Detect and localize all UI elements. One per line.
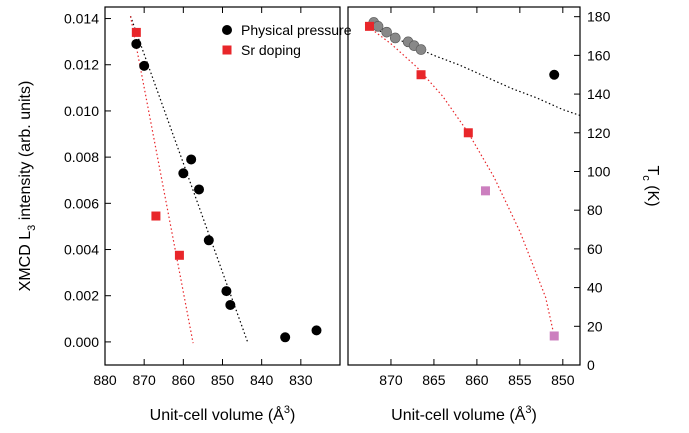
- y-tick-label: 0.000: [64, 334, 99, 350]
- data-point: [389, 32, 401, 44]
- data-point: [463, 128, 473, 138]
- y-tick-label: 60: [587, 241, 603, 257]
- x-axis-title-text: Unit-cell volume (Å: [150, 405, 285, 424]
- y-tick-label: 40: [587, 280, 603, 296]
- right-panel: 870 865 860 855 850 0 20 40 60 80 100 120 140 160 180 U…: [347, 6, 661, 424]
- y-axis-title: Tc (K): [640, 165, 661, 206]
- x-tick-label: 870: [132, 372, 156, 388]
- y-axis-title-rest: intensity (arb. units): [17, 81, 34, 225]
- data-point: [178, 168, 189, 179]
- data-point: [225, 299, 236, 310]
- left-panel: 880 870 860 850 840 830 0.000 0.002 0.004 0.006 0.…: [17, 6, 352, 424]
- x-tick-label: 865: [422, 372, 446, 388]
- data-point: [415, 44, 427, 55]
- y-tick-label: 0.004: [64, 242, 99, 258]
- legend-marker: [222, 45, 232, 55]
- x-tick-label: 830: [289, 372, 313, 388]
- x-tick-label: 860: [172, 372, 196, 388]
- y-axis-title-text: T: [644, 165, 661, 175]
- y-tick-label: 140: [587, 86, 611, 102]
- data-point: [221, 286, 232, 297]
- data-point: [151, 211, 161, 221]
- data-point: [174, 250, 184, 260]
- data-point: [549, 331, 559, 341]
- y-tick-label: 0.014: [64, 11, 99, 27]
- y-tick-label: 80: [587, 202, 603, 218]
- y-tick-label: 160: [587, 47, 611, 63]
- data-point: [549, 69, 560, 80]
- x-axis-title-close: ): [290, 407, 295, 424]
- y-tick-label: 0.006: [64, 195, 99, 211]
- data-point: [131, 38, 142, 49]
- y-tick-label: 0: [587, 357, 595, 373]
- x-axis-title-sup: 3: [525, 404, 531, 416]
- plot-frame: [347, 6, 581, 366]
- y-axis-title-sub: 3: [26, 225, 38, 231]
- legend-marker: [222, 25, 232, 35]
- y-axis-title-rest: (K): [644, 181, 661, 207]
- data-point: [416, 70, 426, 80]
- plot-frame: [104, 6, 341, 366]
- y-tick-label: 0.002: [64, 288, 99, 304]
- y-tick-label: 100: [587, 163, 611, 179]
- y-tick-label: 120: [587, 125, 611, 141]
- legend-label: Physical pressure: [241, 22, 352, 38]
- x-tick-label: 850: [211, 372, 235, 388]
- x-axis-title-sup: 3: [284, 404, 290, 416]
- data-point: [139, 60, 150, 71]
- x-tick-label: 850: [551, 372, 575, 388]
- legend-label: Sr doping: [241, 42, 301, 58]
- fit-line: [129, 16, 194, 344]
- x-tick-label: 870: [379, 372, 403, 388]
- data-point: [203, 235, 214, 246]
- x-axis-title: Unit-cell volume (Å3): [391, 404, 537, 424]
- y-tick-label: 0.008: [64, 149, 99, 165]
- data-point: [372, 21, 384, 32]
- x-tick-label: 840: [250, 372, 274, 388]
- y-tick-label: 180: [587, 9, 611, 25]
- data-point: [381, 26, 392, 38]
- x-tick-label: 855: [508, 372, 532, 388]
- data-point: [480, 186, 490, 196]
- x-axis-title-close: ): [532, 407, 537, 424]
- x-axis-title: Unit-cell volume (Å3): [150, 404, 296, 424]
- x-tick-label: 880: [93, 372, 117, 388]
- y-axis-title-text: XMCD L: [17, 231, 34, 292]
- y-axis-title-sub: c: [640, 175, 652, 181]
- x-tick-label: 860: [465, 372, 489, 388]
- data-point: [311, 325, 322, 336]
- data-point: [364, 21, 374, 31]
- y-axis-title: XMCD L3 intensity (arb. units): [17, 81, 38, 292]
- data-point: [280, 332, 291, 343]
- x-axis-title-text: Unit-cell volume (Å: [391, 405, 526, 424]
- y-tick-label: 20: [587, 318, 603, 334]
- y-tick-label: 0.010: [64, 103, 99, 119]
- y-tick-label: 0.012: [64, 57, 99, 73]
- data-point: [194, 184, 204, 195]
- data-point: [186, 154, 197, 165]
- data-point: [131, 27, 141, 37]
- fit-line: [364, 23, 555, 337]
